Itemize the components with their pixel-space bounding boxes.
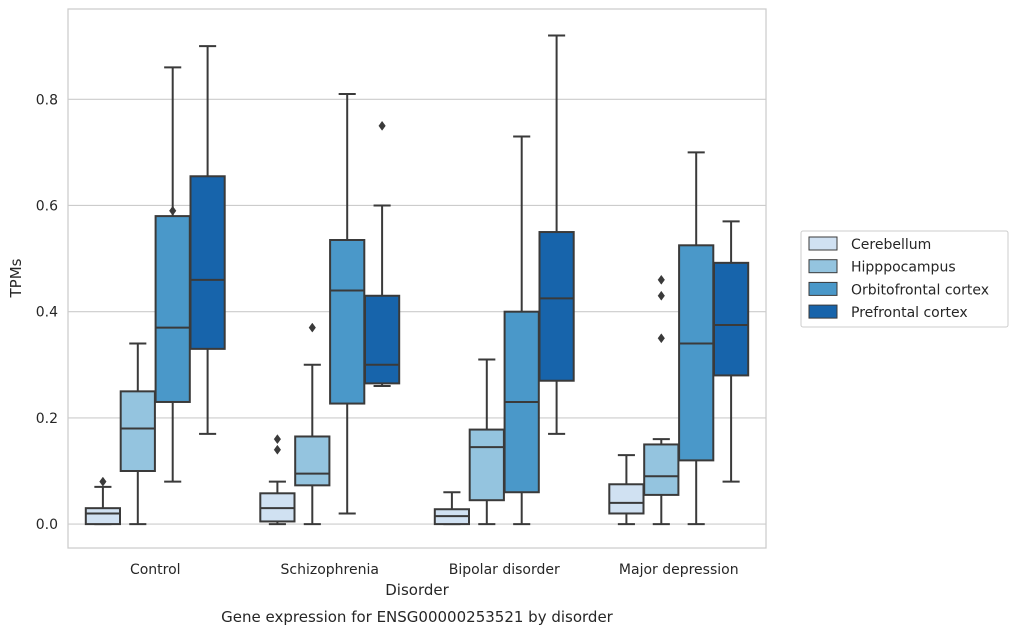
iqr-box xyxy=(294,435,331,487)
box-cerebellum-major-depression xyxy=(608,454,645,526)
plot-frame xyxy=(67,8,767,549)
legend-label-cerebellum: Cerebellum xyxy=(851,237,931,253)
box-orbitofrontal-cortex-schizophrenia xyxy=(329,92,366,515)
x-tick-label: Schizophrenia xyxy=(281,562,379,578)
box-prefrontal-cortex-control xyxy=(189,45,226,435)
box-cerebellum-bipolar-disorder xyxy=(433,491,471,526)
iqr-box xyxy=(119,390,156,472)
iqr-box xyxy=(538,231,575,382)
legend-label-prefrontal-cortex: Prefrontal cortex xyxy=(851,305,968,321)
iqr-box xyxy=(363,294,401,385)
x-axis-label: Disorder xyxy=(385,581,449,599)
x-tick-label: Bipolar disorder xyxy=(449,562,560,578)
box-plot-area xyxy=(84,34,750,526)
iqr-box xyxy=(84,507,122,526)
iqr-box xyxy=(643,443,680,496)
outlier-point xyxy=(657,333,665,344)
iqr-box xyxy=(154,215,191,403)
iqr-box xyxy=(712,261,750,377)
outlier-point xyxy=(273,434,282,445)
box-orbitofrontal-cortex-control xyxy=(154,66,191,483)
box-prefrontal-cortex-schizophrenia xyxy=(363,120,401,388)
x-axis-ticks: Control Schizophrenia Bipolar disorder Majo… xyxy=(130,562,739,578)
outlier-point xyxy=(378,120,386,131)
legend: Cerebellum Hipppocampus Orbitofrontal cort… xyxy=(800,230,1009,328)
box-hipppocampus-bipolar-disorder xyxy=(468,358,505,526)
y-axis-ticks: 0.0 0.2 0.4 0.6 0.8 xyxy=(36,92,58,533)
legend-label-orbitofrontal-cortex: Orbitofrontal cortex xyxy=(851,282,989,298)
y-axis-label: TPMs xyxy=(7,258,25,298)
iqr-box xyxy=(608,483,645,515)
iqr-box xyxy=(678,244,715,462)
box-cerebellum-control xyxy=(84,476,122,526)
legend-frame xyxy=(800,230,1009,328)
outlier-point xyxy=(308,322,316,333)
legend-label-hipppocampus: Hipppocampus xyxy=(851,260,956,276)
box-prefrontal-cortex-major-depression xyxy=(712,220,750,483)
box-hipppocampus-major-depression xyxy=(643,274,680,526)
iqr-box xyxy=(468,428,505,502)
box-hipppocampus-schizophrenia xyxy=(294,322,331,526)
box-prefrontal-cortex-bipolar-disorder xyxy=(538,34,575,435)
iqr-box xyxy=(189,175,226,350)
outlier-point xyxy=(657,274,665,285)
x-tick-label: Control xyxy=(130,562,181,578)
outlier-point xyxy=(273,444,282,455)
box-hipppocampus-control xyxy=(119,342,156,526)
chart-caption: Gene expression for ENSG00000253521 by d… xyxy=(221,608,614,626)
y-tick-label: 0.0 xyxy=(36,517,58,533)
legend-swatch-prefrontal-cortex xyxy=(808,304,838,319)
box-cerebellum-schizophrenia xyxy=(259,434,296,526)
y-tick-label: 0.8 xyxy=(36,92,58,108)
outlier-point xyxy=(657,290,665,301)
y-tick-label: 0.2 xyxy=(36,411,58,427)
y-tick-label: 0.6 xyxy=(36,198,58,214)
outlier-point xyxy=(99,476,107,487)
iqr-box xyxy=(329,239,366,405)
box-orbitofrontal-cortex-bipolar-disorder xyxy=(503,135,540,526)
legend-swatch-orbitofrontal-cortex xyxy=(808,281,838,296)
legend-swatch-cerebellum xyxy=(808,236,838,251)
outlier-point xyxy=(169,205,177,216)
legend-swatch-hipppocampus xyxy=(808,259,838,274)
x-tick-label: Major depression xyxy=(619,562,739,578)
box-orbitofrontal-cortex-major-depression xyxy=(678,151,715,526)
y-tick-label: 0.4 xyxy=(36,305,58,321)
